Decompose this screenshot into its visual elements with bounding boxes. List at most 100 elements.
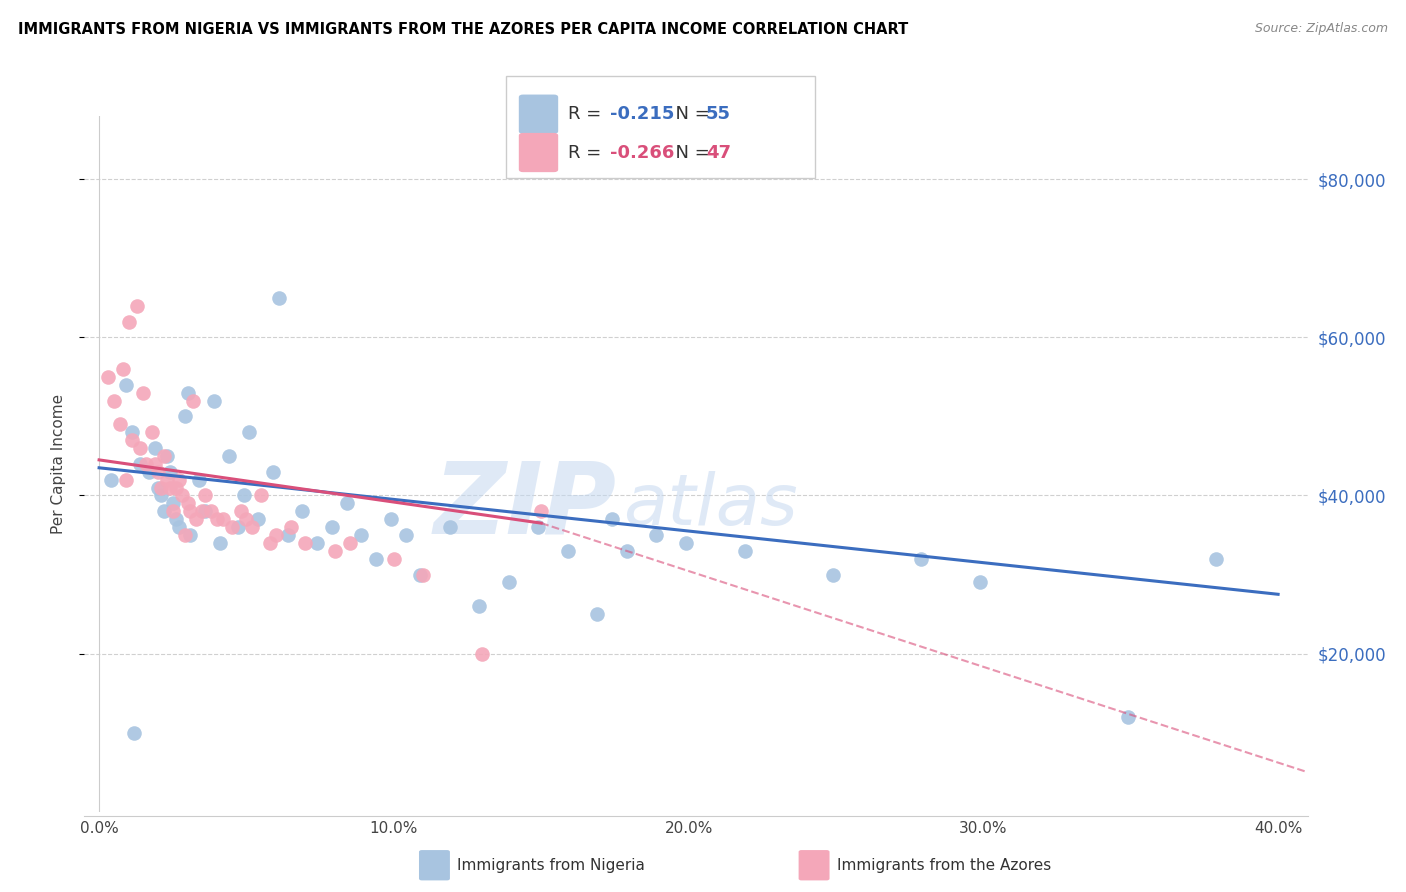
- Point: [150, 481, 173, 495]
- Point: [212, 512, 235, 526]
- Point: [645, 528, 668, 542]
- Point: [439, 520, 461, 534]
- Point: [143, 457, 166, 471]
- Text: Immigrants from the Azores: Immigrants from the Azores: [837, 858, 1050, 872]
- Point: [114, 473, 136, 487]
- Point: [186, 512, 208, 526]
- Point: [321, 520, 343, 534]
- Point: [111, 362, 134, 376]
- Point: [471, 647, 494, 661]
- Point: [188, 473, 211, 487]
- Text: atlas: atlas: [623, 471, 797, 540]
- Text: -0.266: -0.266: [610, 144, 675, 161]
- Point: [527, 520, 550, 534]
- Point: [205, 512, 228, 526]
- Point: [138, 465, 160, 479]
- Point: [97, 370, 120, 384]
- Point: [150, 488, 173, 502]
- Text: N =: N =: [664, 105, 716, 123]
- Point: [165, 481, 187, 495]
- Point: [108, 417, 131, 432]
- Point: [264, 528, 287, 542]
- Point: [176, 496, 198, 510]
- Point: [127, 299, 149, 313]
- Point: [240, 520, 263, 534]
- Point: [191, 504, 214, 518]
- Point: [412, 567, 434, 582]
- Point: [339, 536, 361, 550]
- Point: [146, 465, 169, 479]
- Point: [100, 473, 122, 487]
- Text: 55: 55: [706, 105, 731, 123]
- Point: [280, 520, 302, 534]
- Point: [498, 575, 520, 590]
- Point: [162, 496, 184, 510]
- Point: [165, 512, 187, 526]
- Point: [167, 520, 190, 534]
- Point: [382, 551, 405, 566]
- Point: [600, 512, 623, 526]
- Point: [129, 457, 152, 471]
- Y-axis label: Per Capita Income: Per Capita Income: [51, 393, 66, 534]
- Point: [366, 551, 388, 566]
- Point: [675, 536, 697, 550]
- Point: [153, 449, 176, 463]
- Point: [146, 481, 169, 495]
- Point: [124, 725, 146, 739]
- Text: N =: N =: [664, 144, 716, 161]
- Point: [395, 528, 418, 542]
- Text: 47: 47: [706, 144, 731, 161]
- Point: [910, 551, 932, 566]
- Point: [277, 528, 299, 542]
- Point: [153, 504, 176, 518]
- Point: [267, 291, 290, 305]
- Point: [259, 536, 281, 550]
- Text: IMMIGRANTS FROM NIGERIA VS IMMIGRANTS FROM THE AZORES PER CAPITA INCOME CORRELAT: IMMIGRANTS FROM NIGERIA VS IMMIGRANTS FR…: [18, 22, 908, 37]
- Point: [616, 544, 638, 558]
- Point: [135, 457, 157, 471]
- Point: [1116, 710, 1139, 724]
- Point: [167, 473, 190, 487]
- Point: [143, 441, 166, 455]
- Point: [156, 449, 179, 463]
- Point: [114, 377, 136, 392]
- Point: [173, 409, 195, 424]
- Point: [183, 393, 205, 408]
- Point: [179, 528, 201, 542]
- Point: [129, 441, 152, 455]
- Point: [1205, 551, 1227, 566]
- Point: [229, 504, 252, 518]
- Point: [103, 393, 125, 408]
- Point: [586, 607, 609, 621]
- Point: [208, 536, 231, 550]
- Point: [226, 520, 249, 534]
- Text: Immigrants from Nigeria: Immigrants from Nigeria: [457, 858, 645, 872]
- Point: [238, 425, 260, 440]
- Point: [194, 504, 217, 518]
- Point: [121, 433, 143, 447]
- Point: [159, 481, 181, 495]
- Point: [409, 567, 432, 582]
- Point: [307, 536, 329, 550]
- Point: [294, 536, 316, 550]
- Point: [194, 488, 217, 502]
- Point: [202, 393, 225, 408]
- Point: [969, 575, 991, 590]
- Point: [218, 449, 240, 463]
- Point: [156, 473, 179, 487]
- Point: [557, 544, 579, 558]
- Point: [468, 599, 491, 614]
- Point: [221, 520, 243, 534]
- Point: [159, 465, 181, 479]
- Point: [350, 528, 373, 542]
- Point: [235, 512, 257, 526]
- Point: [173, 528, 195, 542]
- Point: [170, 488, 193, 502]
- Text: -0.215: -0.215: [610, 105, 675, 123]
- Point: [336, 496, 359, 510]
- Point: [734, 544, 756, 558]
- Point: [323, 544, 346, 558]
- Point: [247, 512, 270, 526]
- Point: [232, 488, 254, 502]
- Point: [141, 425, 163, 440]
